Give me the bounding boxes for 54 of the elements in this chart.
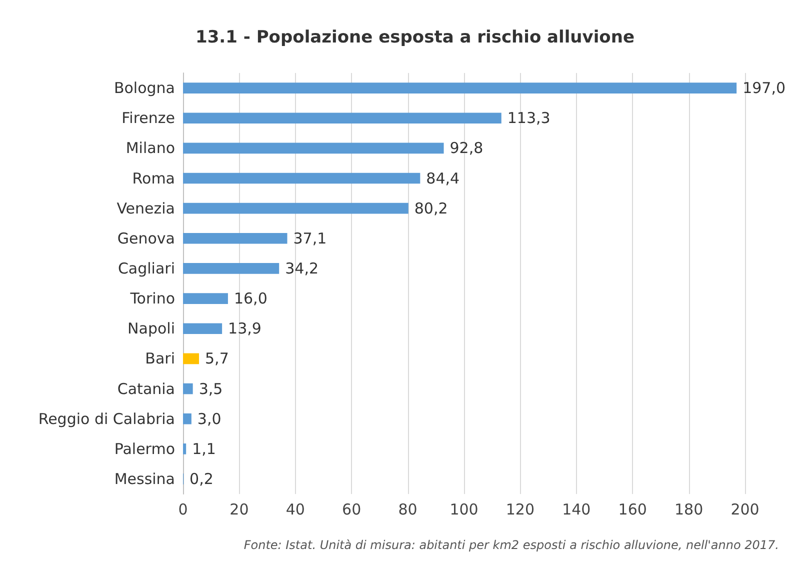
bar [183,112,502,124]
bar [183,82,737,94]
x-tick-label: 180 [674,500,704,518]
source-note: Fonte: Istat. Unità di misura: abitanti per km2 esposti a rischio alluvione, nell'anno 2017. [244,538,779,552]
data-label: 0,2 [190,470,214,488]
bar [183,202,408,214]
x-tick-label: 100 [450,500,478,518]
data-label: 13,9 [228,320,262,338]
data-label: 197,0 [742,79,786,98]
y-tick-label: Firenze [122,109,175,128]
data-label: 5,7 [205,350,229,368]
y-tick-label: Torino [129,290,175,308]
bar [183,232,288,244]
x-tick-label: 80 [398,500,418,518]
y-tick-label: Roma [132,169,175,188]
bar [183,293,228,304]
bar [183,323,222,334]
x-tick-label: 200 [730,500,760,518]
y-tick-label: Napoli [128,320,175,338]
y-tick-label: Catania [117,380,175,398]
bar [183,353,200,364]
bar [183,172,420,184]
bar [183,383,193,394]
x-tick-label: 20 [230,500,249,518]
data-label: 1,1 [192,440,216,458]
y-tick-label: Reggio di Calabria [38,410,175,428]
y-tick-label: Messina [114,470,175,488]
data-label: 16,0 [234,290,268,308]
y-tick-label: Bologna [114,79,175,98]
bar [183,142,444,154]
data-label: 113,3 [507,109,550,128]
chart-title: 13.1 - Popolazione esposta a rischio alluvione [196,28,634,48]
y-tick-label: Milano [126,139,175,158]
y-tick-label: Cagliari [118,259,175,278]
x-tick-label: 60 [342,500,362,518]
x-tick-label: 40 [286,500,305,518]
bar [183,413,192,424]
data-label: 3,5 [198,380,223,398]
data-label: 84,4 [426,169,460,188]
x-tick-label: 140 [562,500,591,518]
data-label: 3,0 [197,410,222,428]
data-label: 80,2 [414,199,448,218]
y-tick-label: Bari [145,350,175,368]
x-tick-label: 120 [506,500,535,518]
x-tick-label: 160 [618,500,647,518]
data-label: 92,8 [450,139,484,158]
bar [183,443,186,454]
x-tick-label: 0 [178,500,188,518]
data-label: 37,1 [293,229,327,248]
y-tick-label: Genova [117,229,175,248]
bar [183,263,280,274]
data-label: 34,2 [285,259,319,278]
y-tick-label: Venezia [116,199,175,218]
y-tick-label: Palermo [114,440,175,458]
